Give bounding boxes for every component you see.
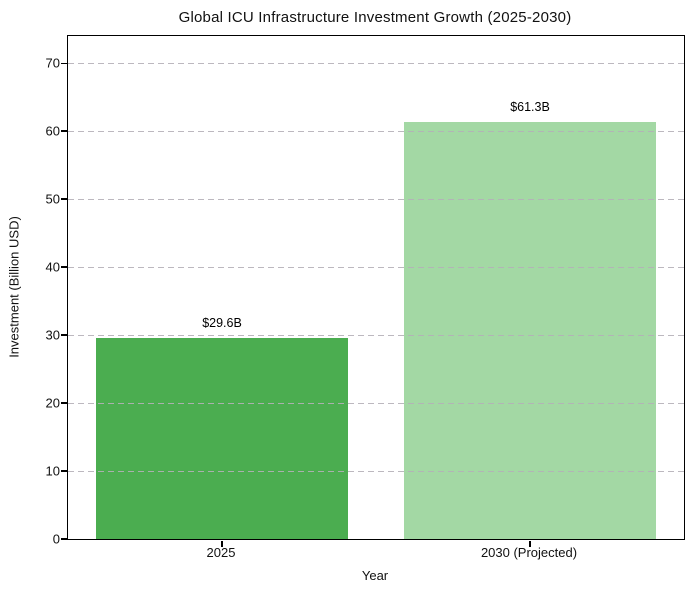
x-tick-label: 2025	[206, 545, 236, 560]
y-tick-mark	[61, 198, 67, 200]
y-tick-label: 30	[45, 327, 60, 343]
y-tick-label: 10	[45, 463, 60, 479]
y-tick-label: 20	[45, 395, 60, 411]
x-axis-label: Year	[361, 568, 389, 583]
y-tick-mark	[61, 130, 67, 132]
x-tick-label: 2030 (Projected)	[480, 545, 578, 560]
gridline	[68, 334, 684, 336]
gridline	[68, 62, 684, 64]
x-tick-mark	[529, 541, 531, 547]
x-tick-mark	[221, 541, 223, 547]
y-tick-mark	[61, 266, 67, 268]
plot-area: $29.6B $61.3B 0 10 20 30 40 50 60 70	[46, 35, 685, 547]
gridline	[68, 198, 684, 200]
y-tick-mark	[61, 470, 67, 472]
bar-value-label: $61.3B	[510, 100, 550, 115]
y-tick-mark	[61, 334, 67, 336]
chart-title: Global ICU Infrastructure Investment Gro…	[178, 9, 572, 26]
gridline	[68, 402, 684, 404]
y-tick-label: 0	[52, 531, 60, 547]
bar-2025	[96, 337, 348, 539]
bar-2030 (Projected)	[404, 122, 656, 539]
bar-value-label: $29.6B	[202, 315, 242, 330]
y-tick-mark	[61, 402, 67, 404]
y-tick-mark	[61, 538, 67, 540]
gridline	[68, 266, 684, 268]
y-tick-label: 60	[45, 123, 60, 139]
y-tick-label: 50	[45, 191, 60, 207]
y-tick-label: 40	[45, 259, 60, 275]
gridline	[68, 470, 684, 472]
y-tick-label: 70	[45, 55, 60, 71]
y-tick-mark	[61, 62, 67, 64]
y-axis-label: Investment (Billion USD)	[6, 216, 22, 358]
gridline	[68, 130, 684, 132]
